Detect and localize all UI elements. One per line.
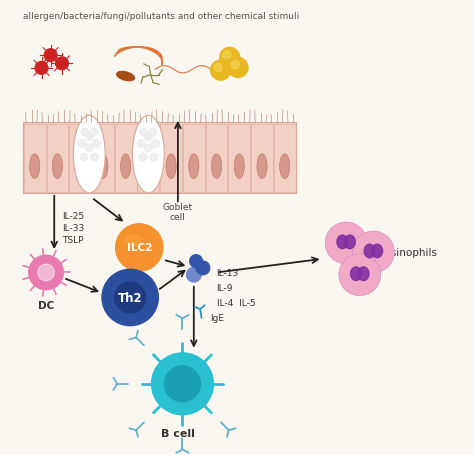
Circle shape bbox=[80, 154, 88, 162]
Circle shape bbox=[137, 140, 145, 148]
Bar bbox=[274, 125, 296, 192]
Circle shape bbox=[116, 224, 163, 272]
Text: IL-4  IL-5: IL-4 IL-5 bbox=[217, 298, 255, 307]
Ellipse shape bbox=[337, 236, 348, 249]
Ellipse shape bbox=[364, 245, 375, 258]
Ellipse shape bbox=[120, 154, 131, 179]
Circle shape bbox=[92, 140, 100, 148]
Bar bbox=[160, 125, 182, 192]
Circle shape bbox=[91, 154, 99, 162]
Circle shape bbox=[115, 283, 146, 313]
Circle shape bbox=[55, 58, 68, 71]
Text: IL-25
IL-33
TSLP: IL-25 IL-33 TSLP bbox=[62, 212, 84, 244]
Ellipse shape bbox=[166, 154, 176, 179]
Circle shape bbox=[164, 366, 201, 402]
Circle shape bbox=[140, 129, 148, 137]
Circle shape bbox=[35, 62, 48, 75]
Circle shape bbox=[90, 129, 98, 137]
Circle shape bbox=[150, 154, 158, 162]
Text: allergen/bacteria/fungi/pollutants and other chemical stimuli: allergen/bacteria/fungi/pollutants and o… bbox=[23, 12, 300, 21]
Ellipse shape bbox=[189, 154, 199, 179]
Ellipse shape bbox=[73, 116, 105, 193]
Ellipse shape bbox=[280, 154, 290, 179]
Circle shape bbox=[214, 64, 222, 72]
Circle shape bbox=[152, 353, 213, 415]
Bar bbox=[24, 125, 46, 192]
Ellipse shape bbox=[345, 236, 356, 249]
Ellipse shape bbox=[52, 154, 63, 179]
Ellipse shape bbox=[211, 154, 222, 179]
Ellipse shape bbox=[234, 154, 245, 179]
Ellipse shape bbox=[98, 154, 108, 179]
Bar bbox=[92, 125, 114, 192]
Circle shape bbox=[187, 268, 201, 283]
Circle shape bbox=[85, 145, 93, 153]
Ellipse shape bbox=[75, 154, 85, 179]
Circle shape bbox=[220, 48, 240, 68]
Circle shape bbox=[339, 254, 381, 296]
Circle shape bbox=[85, 133, 93, 142]
Bar bbox=[46, 125, 68, 192]
Ellipse shape bbox=[125, 236, 142, 246]
Ellipse shape bbox=[29, 154, 40, 179]
Circle shape bbox=[144, 133, 153, 142]
Bar bbox=[137, 125, 159, 192]
Ellipse shape bbox=[351, 267, 361, 281]
Bar bbox=[69, 125, 91, 192]
Text: B cell: B cell bbox=[161, 429, 195, 439]
Circle shape bbox=[44, 50, 57, 62]
Ellipse shape bbox=[257, 154, 267, 179]
Circle shape bbox=[231, 61, 239, 70]
Ellipse shape bbox=[358, 267, 369, 281]
Polygon shape bbox=[114, 48, 162, 66]
Circle shape bbox=[102, 270, 158, 326]
Circle shape bbox=[223, 51, 231, 60]
Circle shape bbox=[353, 232, 394, 273]
Circle shape bbox=[196, 262, 210, 275]
Bar bbox=[251, 125, 273, 192]
Text: IL-13: IL-13 bbox=[217, 268, 239, 278]
Text: eosinophils: eosinophils bbox=[378, 248, 437, 258]
Ellipse shape bbox=[143, 154, 154, 179]
Circle shape bbox=[190, 255, 202, 268]
Circle shape bbox=[38, 265, 55, 281]
Circle shape bbox=[210, 61, 231, 81]
Circle shape bbox=[149, 129, 157, 137]
Circle shape bbox=[139, 154, 147, 162]
Text: Th2: Th2 bbox=[118, 291, 143, 304]
Circle shape bbox=[325, 222, 367, 264]
Circle shape bbox=[228, 58, 248, 78]
Circle shape bbox=[29, 256, 64, 290]
Bar bbox=[115, 125, 137, 192]
Text: IL-9: IL-9 bbox=[217, 283, 233, 292]
Ellipse shape bbox=[372, 245, 383, 258]
Ellipse shape bbox=[132, 116, 164, 193]
Text: ILC2: ILC2 bbox=[127, 243, 152, 253]
Circle shape bbox=[78, 140, 86, 148]
Circle shape bbox=[144, 145, 153, 153]
Ellipse shape bbox=[117, 72, 135, 81]
Text: DC: DC bbox=[38, 300, 54, 310]
Bar bbox=[23, 123, 296, 193]
Circle shape bbox=[152, 140, 160, 148]
Bar bbox=[206, 125, 228, 192]
Bar bbox=[183, 125, 205, 192]
Circle shape bbox=[81, 129, 89, 137]
Text: IgE: IgE bbox=[210, 313, 224, 322]
Bar bbox=[228, 125, 250, 192]
Text: Goblet
cell: Goblet cell bbox=[163, 202, 193, 222]
